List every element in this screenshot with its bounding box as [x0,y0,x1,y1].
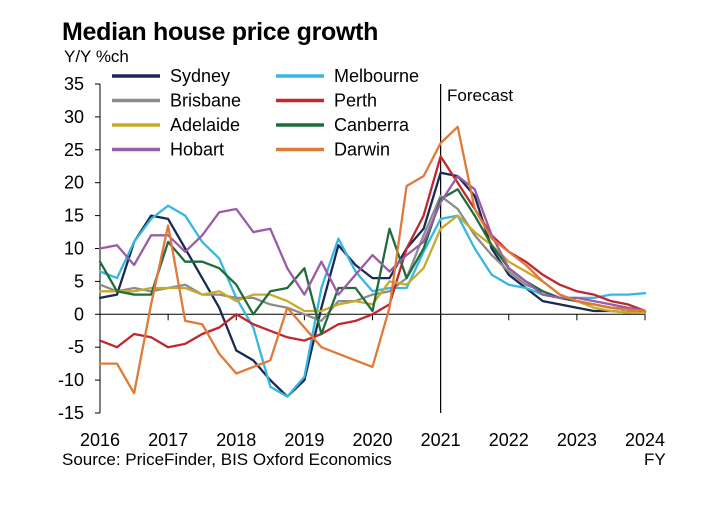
series-line-perth [98,155,647,349]
chart-title: Median house price growth [62,18,379,46]
y-tick-label: -5 [68,337,84,357]
x-tick-label: 2021 [421,430,461,450]
y-tick-label: 5 [74,271,84,291]
legend-label-hobart: Hobart [170,140,224,160]
y-tick-label: 30 [64,107,84,127]
x-tick-label: 2023 [557,430,597,450]
legend-label-darwin: Darwin [334,140,390,160]
series-lines [98,125,647,398]
legend-label-brisbane: Brisbane [170,91,241,111]
legend-label-canberra: Canberra [334,115,410,135]
x-tick-label: 2019 [284,430,324,450]
x-tick-label: 2020 [352,430,392,450]
x-tick-label: 2022 [489,430,529,450]
x-tick-label: 2016 [80,430,120,450]
x-tick-label: 2018 [216,430,256,450]
forecast-annotation: Forecast [447,86,513,105]
y-axis-label: Y/Y %ch [64,47,129,66]
y-tick-labels: 35 30 25 20 15 10 5 0 -5 -10 -15 [58,74,100,423]
y-tick-label: -15 [58,403,84,423]
x-tick-label: 2017 [148,430,188,450]
x-axis-label: FY [644,450,666,469]
legend-label-adelaide: Adelaide [170,115,240,135]
y-tick-label: 10 [64,239,84,259]
y-tick-label: 25 [64,140,84,160]
y-tick-label: 15 [64,206,84,226]
legend: Sydney Melbourne Brisbane Perth Adelaide Canb… [112,66,419,160]
legend-label-perth: Perth [334,91,377,111]
series-line-darwin [98,125,647,395]
series-line-hobart [98,174,647,313]
y-tick-label: 35 [64,74,84,94]
series-line-canberra [98,188,647,336]
y-tick-label: 0 [74,304,84,324]
x-tick-labels: 2016 2017 2018 2019 2020 2021 2022 2023 2024 [80,314,665,450]
legend-label-melbourne: Melbourne [334,66,419,86]
source-note: Source: PriceFinder, BIS Oxford Economic… [62,450,392,469]
y-tick-label: 20 [64,173,84,193]
legend-label-sydney: Sydney [170,66,230,86]
series-line-sydney [98,171,647,398]
x-tick-label: 2024 [625,430,665,450]
y-tick-label: -10 [58,370,84,390]
